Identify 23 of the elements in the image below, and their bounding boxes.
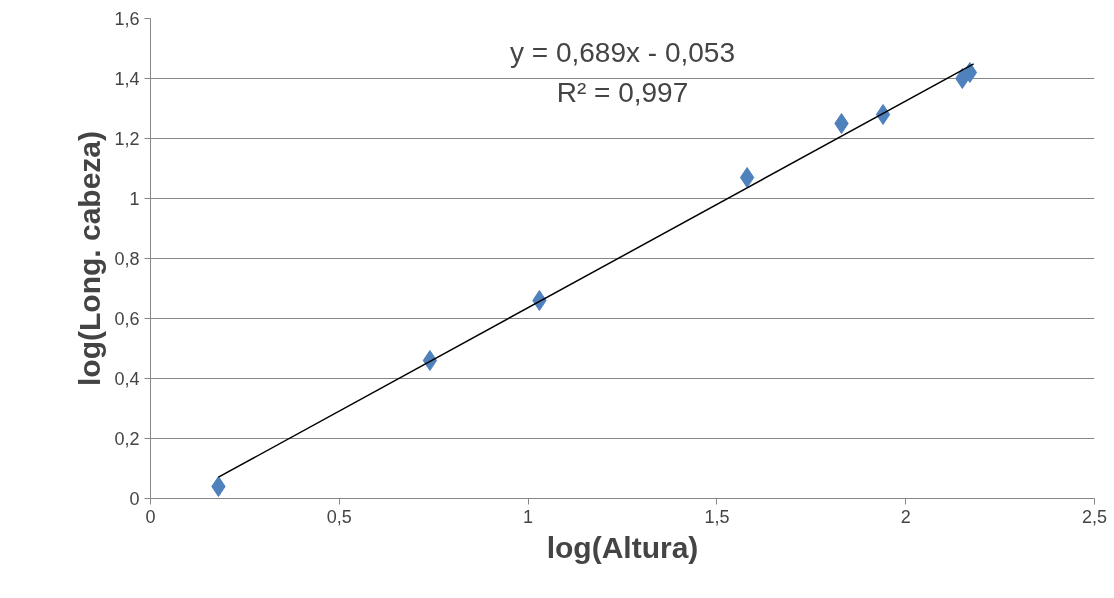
y-tick-label: 0,8	[114, 249, 140, 269]
x-axis-title: log(Altura)	[546, 530, 699, 564]
y-tick-label: 1	[129, 189, 140, 209]
point	[834, 113, 849, 134]
annotation: R² = 0,997	[556, 77, 689, 109]
y-tick-label: 1,2	[114, 129, 140, 149]
y-tick-label: 1,4	[114, 69, 140, 89]
x-tick-label: 2	[900, 506, 911, 527]
y-tick-label: 0,6	[114, 309, 140, 329]
y-tick-label: 0,4	[114, 369, 140, 389]
y-axis-title: log(Long. cabeza)	[73, 131, 107, 386]
annotation: y = 0,689x - 0,053	[510, 36, 735, 68]
y-tick-label: 1,6	[114, 9, 140, 29]
x-tick-label: 0	[145, 506, 156, 527]
x-tick-label: 0,5	[326, 506, 352, 527]
point	[211, 476, 226, 497]
x-tick-label: 1,5	[704, 506, 730, 527]
x-tick-label: 2,5	[1081, 506, 1108, 527]
point	[962, 62, 978, 83]
point	[739, 167, 755, 188]
y-tick-label: 0,2	[114, 429, 140, 449]
y-tick-label: 0	[129, 489, 140, 509]
x-tick-label: 1	[523, 506, 534, 527]
